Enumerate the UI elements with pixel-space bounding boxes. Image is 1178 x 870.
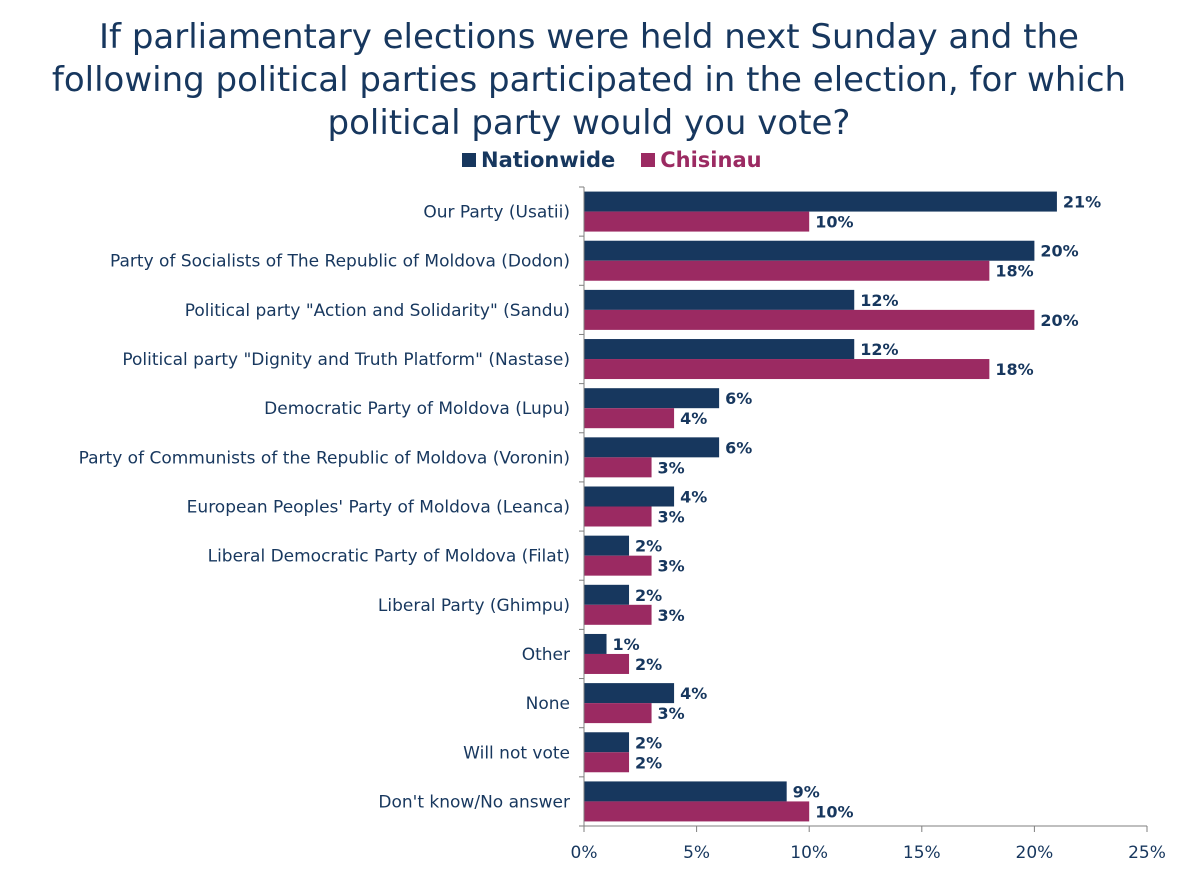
bar-nationwide (584, 732, 630, 753)
bar-chisinau (584, 604, 652, 625)
data-label-nationwide: 6% (725, 438, 752, 457)
data-label-nationwide: 4% (680, 488, 707, 507)
category-label: Other (522, 645, 570, 665)
bar-nationwide (584, 535, 630, 556)
category-label: Democratic Party of Moldova (Lupu) (264, 399, 570, 419)
data-label-chisinau: 20% (1040, 311, 1078, 330)
data-label-chisinau: 3% (658, 458, 685, 477)
bar-chisinau (584, 309, 1035, 330)
data-label-nationwide: 21% (1063, 193, 1101, 212)
legend-label-nationwide: Nationwide (481, 148, 616, 172)
data-label-chisinau: 18% (995, 262, 1033, 281)
data-label-nationwide: 9% (793, 782, 820, 801)
bar-chisinau (584, 408, 675, 429)
x-tick-label: 0% (571, 843, 598, 863)
data-label-nationwide: 20% (1040, 242, 1078, 261)
category-label: European Peoples' Party of Moldova (Lean… (187, 498, 570, 518)
category-label: None (526, 694, 570, 714)
data-label-chisinau: 3% (658, 606, 685, 625)
x-tick-label: 10% (790, 843, 828, 863)
bar-nationwide (584, 388, 720, 409)
legend-swatch-chisinau (641, 153, 656, 167)
legend-swatch-nationwide (462, 153, 476, 167)
category-label: Will not vote (463, 743, 570, 763)
bar-nationwide (584, 683, 675, 704)
category-label: Don't know/No answer (378, 792, 570, 812)
x-tick-label: 25% (1128, 843, 1166, 863)
x-tick-label: 5% (683, 843, 710, 863)
bar-chisinau (584, 653, 630, 674)
bar-nationwide (584, 633, 607, 654)
category-label: Our Party (Usatii) (423, 203, 570, 223)
bar-nationwide (584, 437, 720, 458)
x-tick-label: 15% (903, 843, 941, 863)
bar-chisinau (584, 260, 990, 281)
legend-item-chisinau: Chisinau (641, 148, 762, 172)
bar-chisinau (584, 555, 652, 576)
data-label-nationwide: 2% (635, 586, 662, 605)
bar-nationwide (584, 240, 1035, 261)
data-label-chisinau: 10% (815, 802, 853, 821)
bar-nationwide (584, 289, 855, 310)
bar-nationwide (584, 339, 855, 360)
category-label: Liberal Democratic Party of Moldova (Fil… (208, 547, 570, 567)
bar-nationwide (584, 486, 675, 507)
category-label: Party of Communists of the Republic of M… (79, 448, 570, 468)
category-label: Political party "Dignity and Truth Platf… (122, 350, 570, 370)
bar-chisinau (584, 211, 810, 232)
data-label-nationwide: 1% (613, 635, 640, 654)
bar-chisinau (584, 506, 652, 527)
data-label-chisinau: 2% (635, 655, 662, 674)
category-label: Party of Socialists of The Republic of M… (110, 252, 570, 272)
legend: Nationwide Chisinau (462, 148, 788, 172)
x-tick-label: 20% (1016, 843, 1054, 863)
data-label-nationwide: 4% (680, 684, 707, 703)
data-label-chisinau: 2% (635, 753, 662, 772)
data-label-chisinau: 3% (658, 508, 685, 527)
category-label: Political party "Action and Solidarity" … (185, 301, 570, 321)
legend-label-chisinau: Chisinau (660, 148, 762, 172)
category-label: Liberal Party (Ghimpu) (378, 596, 570, 616)
data-label-chisinau: 3% (658, 704, 685, 723)
legend-item-nationwide: Nationwide (462, 148, 615, 172)
data-label-nationwide: 12% (860, 340, 898, 359)
bar-nationwide (584, 191, 1057, 212)
bar-chisinau (584, 457, 652, 478)
bar-chisinau (584, 359, 990, 380)
data-label-chisinau: 18% (995, 360, 1033, 379)
data-label-chisinau: 3% (658, 557, 685, 576)
bar-chisinau (584, 752, 630, 773)
data-label-chisinau: 4% (680, 409, 707, 428)
chart-title: If parliamentary elections were held nex… (51, 17, 1127, 143)
data-label-nationwide: 12% (860, 291, 898, 310)
bar-chisinau (584, 703, 652, 724)
data-label-nationwide: 6% (725, 389, 752, 408)
bar-nationwide (584, 584, 630, 605)
bar-chisinau (584, 801, 810, 822)
data-label-nationwide: 2% (635, 733, 662, 752)
data-label-nationwide: 2% (635, 537, 662, 556)
data-label-chisinau: 10% (815, 213, 853, 232)
bar-nationwide (584, 781, 787, 802)
